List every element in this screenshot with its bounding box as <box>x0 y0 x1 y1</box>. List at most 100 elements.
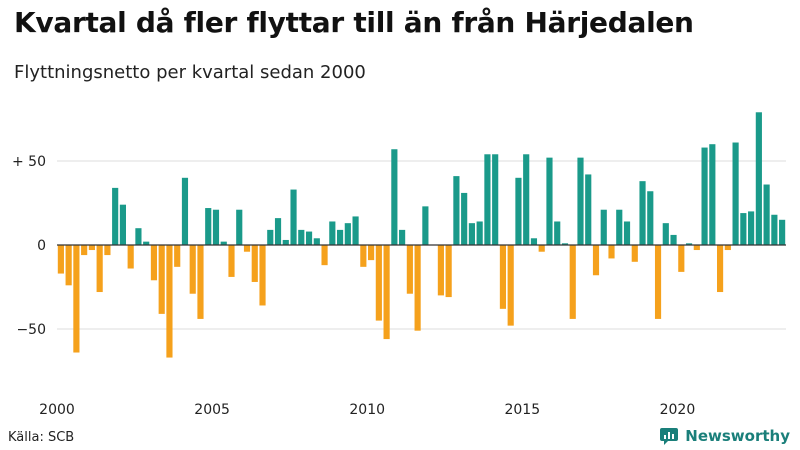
bar <box>530 238 538 245</box>
bar <box>499 245 507 309</box>
bar <box>631 245 638 262</box>
bar <box>305 231 313 245</box>
bar <box>228 245 235 277</box>
bar <box>461 192 468 245</box>
bar <box>771 214 778 245</box>
bar <box>740 213 747 245</box>
bar <box>119 204 126 245</box>
x-tick-label: 2010 <box>349 402 385 418</box>
bar <box>375 245 382 321</box>
bar <box>492 154 499 245</box>
bar <box>336 229 344 245</box>
bar <box>476 221 483 245</box>
bar <box>592 245 600 276</box>
bar <box>112 187 119 245</box>
bar <box>554 221 561 245</box>
bar <box>135 228 142 245</box>
bar <box>755 112 762 245</box>
bar <box>329 221 336 245</box>
bar <box>538 245 545 252</box>
bar <box>368 245 375 261</box>
bar <box>678 245 685 272</box>
bar <box>267 229 274 245</box>
x-tick-label: 2015 <box>504 402 540 418</box>
bar <box>282 239 289 245</box>
bar <box>406 245 413 294</box>
bar <box>468 223 475 245</box>
bar <box>608 245 615 259</box>
y-tick-label: + 50 <box>12 154 46 170</box>
bar <box>81 245 88 256</box>
bar <box>205 208 212 245</box>
newsworthy-logo-icon <box>660 428 679 445</box>
bar <box>561 243 569 245</box>
chart-subtitle: Flyttningsnetto per kvartal sedan 2000 <box>14 62 366 83</box>
bar <box>150 245 158 281</box>
bar <box>391 149 398 245</box>
bar <box>158 245 165 314</box>
bar <box>212 209 220 245</box>
source-note: Källa: SCB <box>8 430 75 445</box>
bar <box>717 245 724 293</box>
bar <box>569 245 576 319</box>
bar <box>143 241 150 245</box>
bar <box>577 157 584 245</box>
bar <box>96 245 103 293</box>
bar <box>507 245 514 326</box>
bar <box>670 234 677 245</box>
bar <box>65 245 72 286</box>
bar <box>515 177 522 245</box>
bar <box>414 245 421 331</box>
bar <box>437 245 444 296</box>
bar <box>352 216 359 245</box>
bar <box>647 191 654 245</box>
bar <box>654 245 662 319</box>
bar <box>88 245 95 251</box>
bar <box>763 184 770 245</box>
brand-logo: Newsworthy <box>659 426 790 446</box>
bar <box>662 223 669 245</box>
x-tick-label: 2020 <box>660 402 696 418</box>
bar <box>57 245 64 274</box>
bar <box>585 174 592 245</box>
bar <box>236 209 243 245</box>
bar <box>298 229 305 245</box>
bar <box>701 147 708 245</box>
bar <box>484 154 491 245</box>
bar <box>453 176 460 245</box>
bar <box>189 245 196 294</box>
bar <box>399 229 406 245</box>
bar <box>709 144 716 245</box>
bar <box>181 177 189 245</box>
bar <box>220 241 227 245</box>
bar <box>290 189 297 245</box>
bar <box>748 211 755 245</box>
bar <box>639 181 646 245</box>
bar <box>174 245 181 267</box>
brand-name: Newsworthy <box>685 427 790 445</box>
bar <box>243 245 251 252</box>
bar <box>274 218 282 245</box>
bar <box>685 243 693 245</box>
bar <box>104 245 111 256</box>
bar <box>197 245 204 319</box>
bar <box>73 245 80 353</box>
bar <box>693 245 700 251</box>
bar <box>546 157 553 245</box>
bar <box>127 245 134 269</box>
bar <box>623 221 631 245</box>
bar <box>523 154 530 245</box>
chart-title: Kvartal då fler flyttar till än från Här… <box>14 6 694 39</box>
bar <box>383 245 390 340</box>
bar <box>251 245 258 282</box>
bar <box>445 245 452 298</box>
bar <box>321 245 328 266</box>
bar <box>616 209 623 245</box>
bar <box>166 245 173 358</box>
y-tick-label: −50 <box>16 322 46 338</box>
bar <box>360 245 367 267</box>
bar <box>344 223 351 245</box>
bar <box>422 206 429 245</box>
bar <box>724 245 731 251</box>
